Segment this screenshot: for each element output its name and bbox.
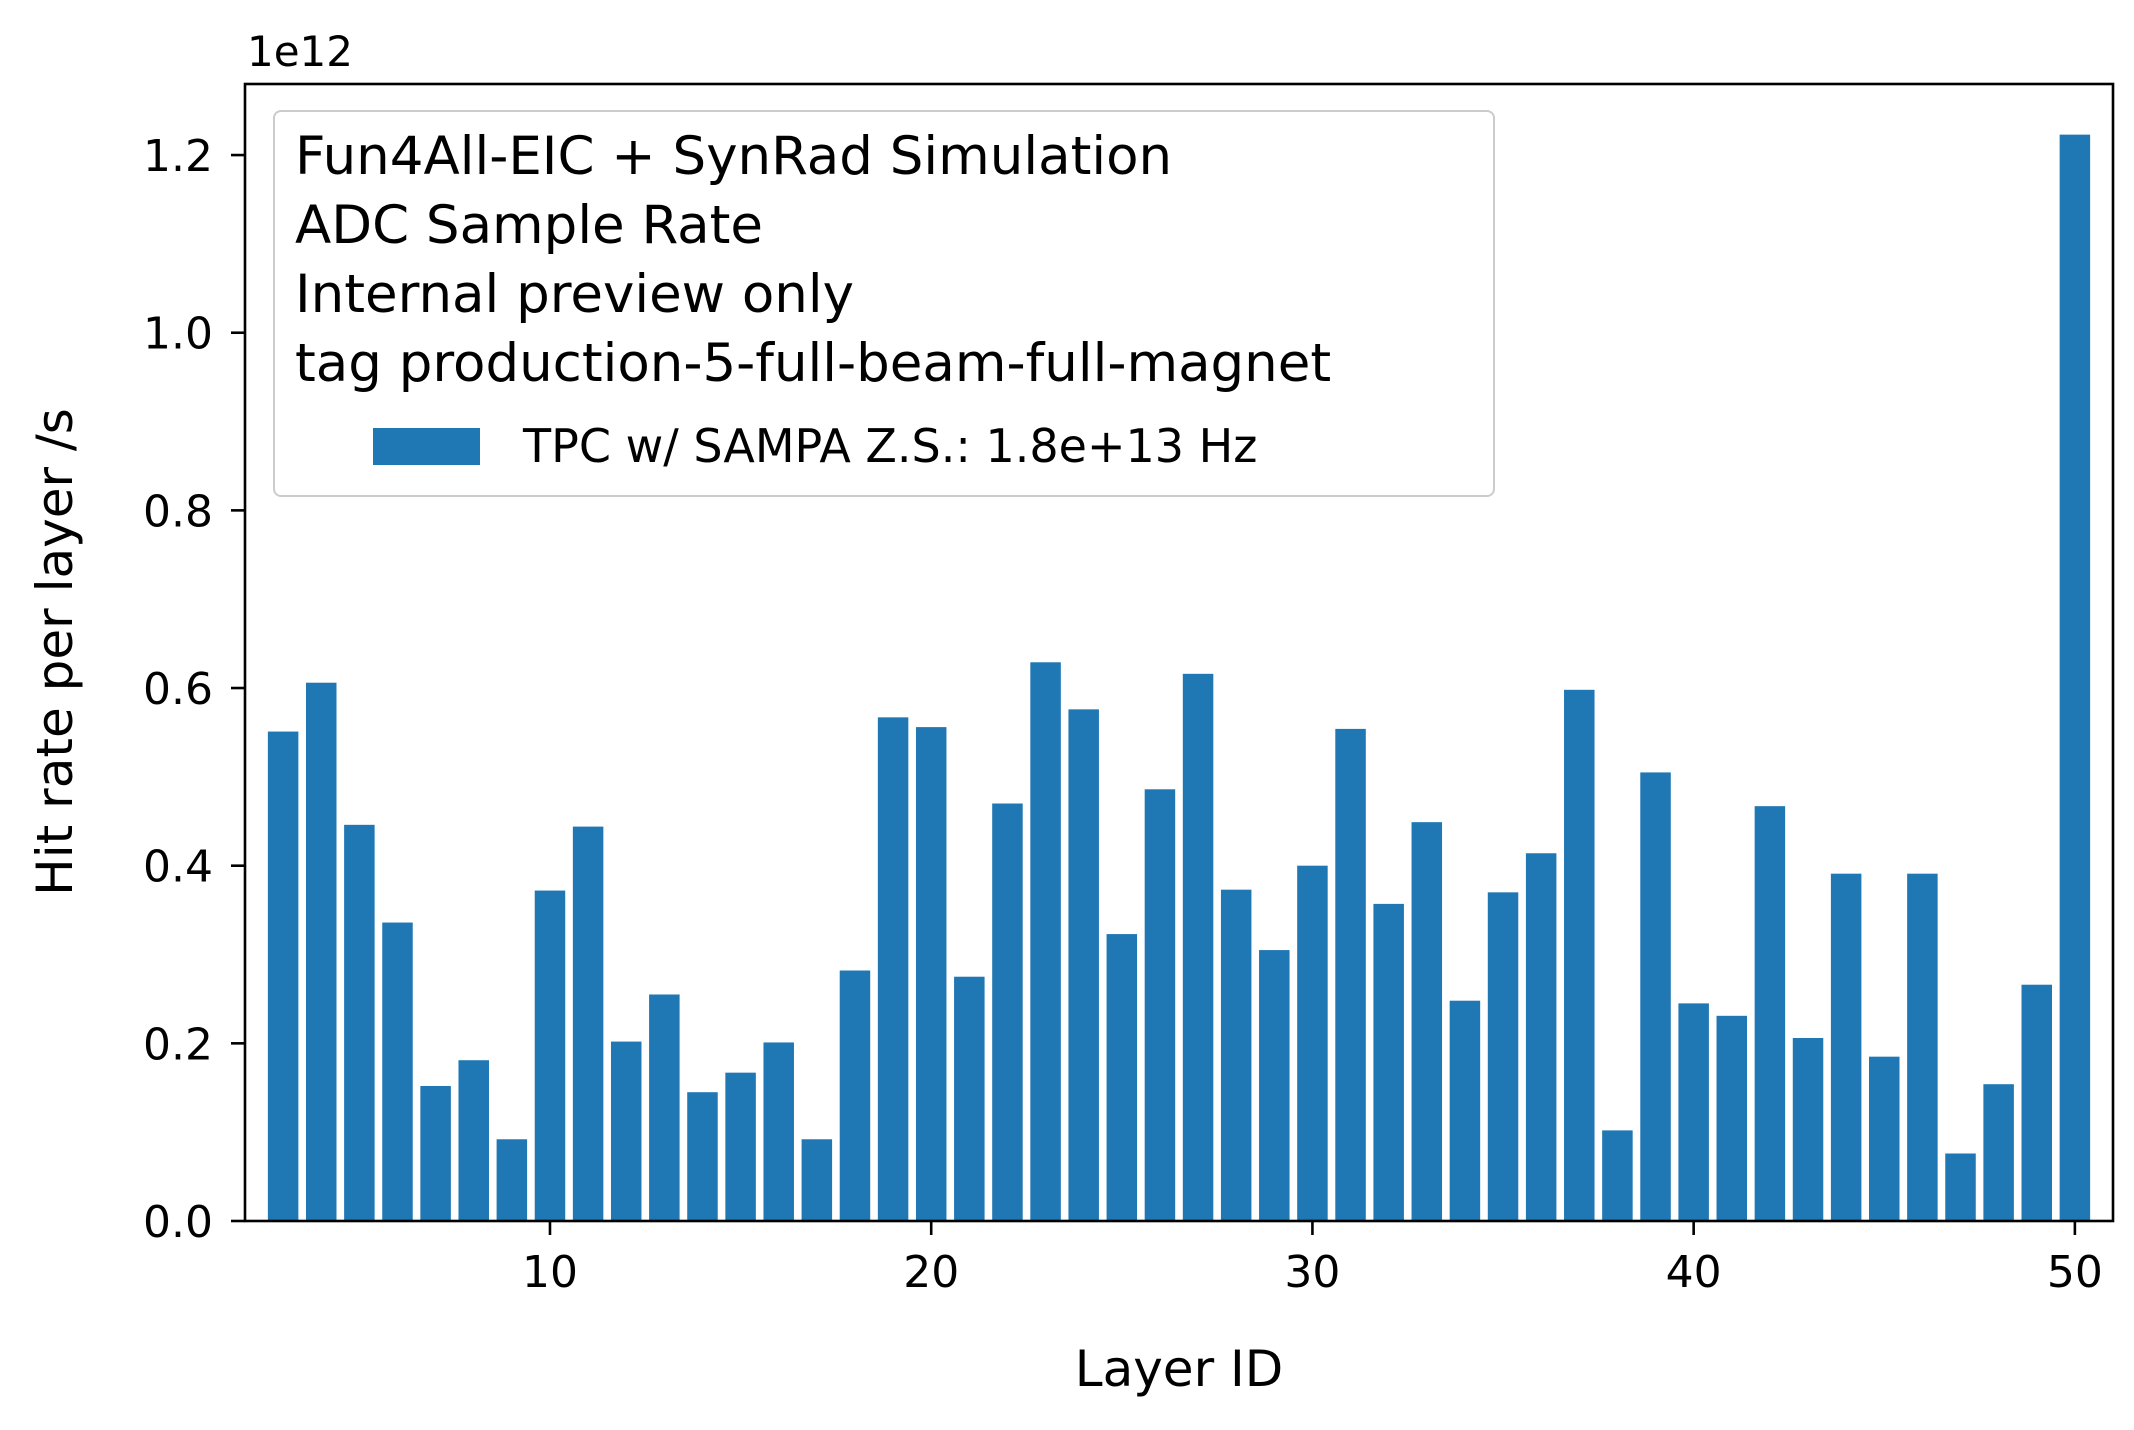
bar-layer-50 — [2059, 134, 2091, 1221]
y-tick-label: 1.0 — [143, 309, 213, 360]
bar-layer-21 — [954, 976, 985, 1221]
bar-layer-11 — [572, 826, 604, 1221]
legend-header-line-2: ADC Sample Rate — [295, 195, 763, 256]
bar-layer-9 — [496, 1139, 528, 1221]
x-tick-label: 10 — [522, 1247, 578, 1298]
bar-layer-46 — [1907, 873, 1938, 1221]
legend-box — [273, 110, 1495, 497]
bar-layer-15 — [725, 1072, 756, 1221]
legend: Fun4All-EIC + SynRad Simulation ADC Samp… — [273, 110, 1495, 497]
bar-layer-28 — [1220, 889, 1252, 1221]
legend-entry-label: TPC w/ SAMPA Z.S.: 1.8e+13 Hz — [522, 419, 1257, 473]
bar-layer-42 — [1754, 806, 1786, 1221]
bar-layer-34 — [1449, 1000, 1481, 1221]
bar-layer-24 — [1068, 709, 1099, 1221]
y-tick-label: 0.8 — [143, 486, 213, 537]
bar-layer-40 — [1678, 1003, 1709, 1221]
bar-layer-5 — [344, 824, 375, 1221]
bar-layer-14 — [687, 1092, 718, 1221]
bar-layer-7 — [420, 1085, 451, 1221]
bar-layer-4 — [305, 682, 337, 1221]
bar-layer-18 — [839, 970, 871, 1221]
legend-header-line-3: Internal preview only — [295, 264, 854, 325]
y-axis-label: Hit rate per layer /s — [26, 408, 84, 896]
bar-layer-8 — [458, 1060, 489, 1221]
bar-layer-35 — [1487, 892, 1519, 1221]
bars-layer — [267, 134, 2091, 1221]
bar-layer-37 — [1564, 689, 1595, 1221]
bar-layer-19 — [877, 717, 909, 1221]
bar-layer-38 — [1602, 1130, 1633, 1221]
bar-layer-47 — [1945, 1153, 1976, 1221]
legend-swatch — [373, 428, 480, 465]
bar-layer-23 — [1030, 662, 1061, 1221]
plot-frame — [243, 82, 2115, 1223]
bar-layer-25 — [1106, 934, 1138, 1221]
x-axis-label: Layer ID — [1075, 1340, 1284, 1398]
y-tick-label: 1.2 — [143, 131, 213, 182]
y-tick-label: 0.6 — [143, 664, 213, 715]
bar-layer-49 — [2021, 984, 2053, 1221]
bar-layer-41 — [1716, 1015, 1748, 1221]
legend-header-line-4: tag production-5-full-beam-full-magnet — [295, 333, 1331, 394]
bar-layer-44 — [1830, 873, 1862, 1221]
bar-layer-10 — [534, 890, 566, 1221]
x-tick-label: 20 — [903, 1247, 959, 1298]
bar-layer-29 — [1259, 950, 1290, 1221]
legend-header-line-1: Fun4All-EIC + SynRad Simulation — [295, 126, 1172, 187]
bar-layer-43 — [1792, 1038, 1824, 1221]
bar-layer-36 — [1525, 853, 1557, 1221]
bar-layer-20 — [915, 727, 947, 1221]
bar-layer-26 — [1144, 789, 1176, 1221]
bar-layer-45 — [1869, 1056, 1900, 1221]
bar-layer-48 — [1983, 1084, 2014, 1221]
bar-layer-32 — [1373, 903, 1404, 1221]
y-tick-label: 0.2 — [143, 1019, 213, 1070]
x-tick-label: 50 — [2047, 1247, 2103, 1298]
bar-layer-39 — [1640, 772, 1671, 1221]
bar-layer-30 — [1297, 865, 1328, 1221]
bar-layer-3 — [267, 731, 299, 1221]
y-tick-label: 0.4 — [143, 842, 213, 893]
y-multiplier-label: 1e12 — [247, 27, 353, 76]
bar-layer-16 — [763, 1042, 794, 1221]
x-tick-label: 40 — [1666, 1247, 1722, 1298]
y-tick-label: 0.0 — [143, 1197, 213, 1248]
bar-layer-22 — [992, 803, 1023, 1221]
x-tick-label: 30 — [1284, 1247, 1340, 1298]
axis-ticks: 10 20 30 40 50 0.0 0.2 0.4 0.6 0.8 1.0 1.2 — [143, 131, 2103, 1298]
bar-layer-6 — [382, 922, 413, 1221]
bar-layer-31 — [1335, 728, 1366, 1221]
bar-layer-33 — [1411, 822, 1443, 1221]
bar-layer-12 — [610, 1041, 642, 1221]
bar-layer-17 — [801, 1139, 833, 1221]
bar-layer-13 — [649, 994, 680, 1221]
bar-layer-27 — [1182, 673, 1214, 1221]
